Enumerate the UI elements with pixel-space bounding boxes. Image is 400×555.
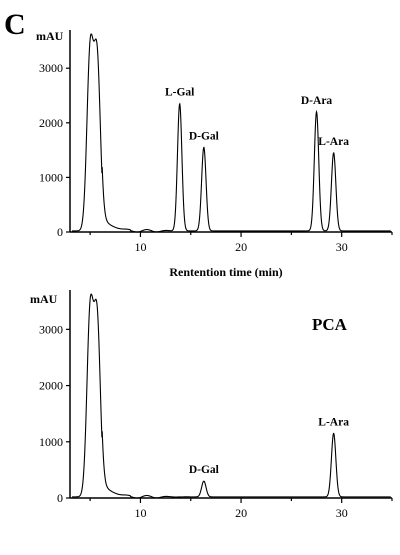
y-tick-label: 1000: [39, 435, 63, 449]
y-tick-label: 3000: [39, 322, 63, 336]
x-tick-label: 20: [235, 240, 247, 254]
panel-letter: C: [4, 8, 26, 41]
peak-label: D-Ara: [301, 95, 333, 107]
x-tick-label: 30: [336, 240, 348, 254]
peak-label: L-Gal: [165, 87, 194, 99]
y-tick-label: 0: [57, 491, 63, 505]
y-tick-label: 2000: [39, 116, 63, 130]
peak-label: D-Gal: [189, 130, 219, 142]
peak-label: L-Ara: [318, 136, 349, 148]
chromatogram-trace: [72, 293, 391, 499]
y-tick-label: 3000: [39, 61, 63, 75]
peak-label: D-Gal: [189, 464, 219, 476]
x-tick-label: 20: [235, 506, 247, 520]
sample-tag: PCA: [312, 315, 348, 334]
y-tick-label: 0: [57, 225, 63, 239]
x-tick-label: 10: [134, 506, 146, 520]
peak-label: L-Ara: [318, 416, 349, 428]
y-tick-label: 1000: [39, 170, 63, 184]
y-tick-label: 2000: [39, 379, 63, 393]
chart-panel-top: 0 1000 2000 3000 10 20 30 mAU Rentention time (m…: [36, 29, 393, 279]
x-axis-label: Rentention time (min): [169, 265, 282, 279]
y-axis-label: mAU: [36, 29, 64, 43]
x-tick-label: 30: [336, 506, 348, 520]
chart-panel-bottom: 0 1000 2000 3000 10 20 30 mAU PCA D-Gal L-Ara: [30, 290, 393, 520]
y-axis-label: mAU: [30, 292, 58, 306]
chromatogram-trace: [72, 33, 391, 233]
x-tick-label: 10: [134, 240, 146, 254]
